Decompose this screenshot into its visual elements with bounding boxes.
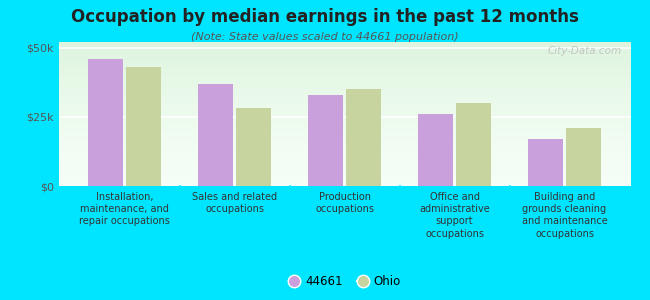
Legend: 44661, Ohio: 44661, Ohio (284, 270, 405, 292)
Bar (236, 109, 271, 186)
Bar (88, 58, 123, 186)
Bar (528, 139, 563, 186)
Bar (346, 89, 382, 186)
Bar (126, 67, 161, 186)
Bar (456, 103, 491, 186)
Text: City-Data.com: City-Data.com (548, 46, 622, 56)
Bar (307, 94, 343, 186)
Bar (198, 83, 233, 186)
Text: Occupation by median earnings in the past 12 months: Occupation by median earnings in the pas… (71, 8, 579, 26)
Bar (566, 128, 601, 186)
Bar (418, 114, 453, 186)
Text: (Note: State values scaled to 44661 population): (Note: State values scaled to 44661 popu… (191, 32, 459, 41)
